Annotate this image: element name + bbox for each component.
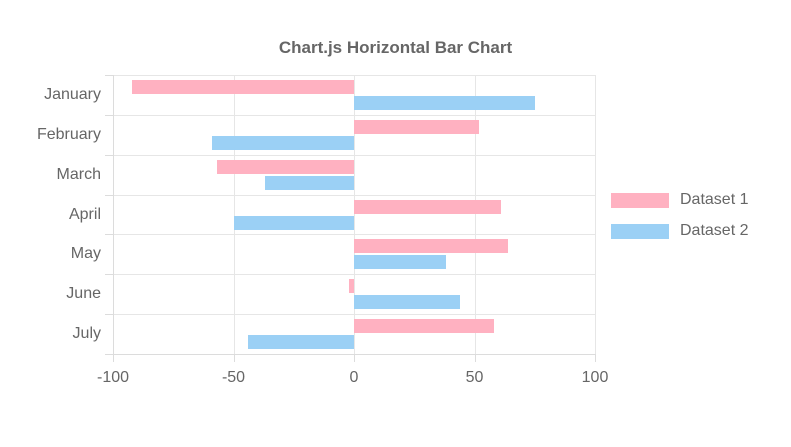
- legend-item-dataset-1[interactable]: Dataset 1: [611, 191, 748, 209]
- chart-title: Chart.js Horizontal Bar Chart: [278, 38, 513, 57]
- x-axis-tick: [234, 354, 235, 362]
- y-axis-tick: [105, 155, 113, 156]
- gridline-vertical: [354, 75, 355, 354]
- y-axis-tick: [105, 354, 113, 355]
- legend-label: Dataset 1: [680, 191, 749, 208]
- gridline-horizontal: [113, 274, 595, 275]
- x-axis-tick: [354, 354, 355, 362]
- y-axis-border: [113, 75, 114, 354]
- y-category-label: February: [36, 125, 101, 143]
- bar-dataset-2-april[interactable]: [233, 215, 354, 230]
- x-axis-tick: [475, 354, 476, 362]
- gridline-horizontal: [113, 155, 595, 156]
- bar-dataset-2-march[interactable]: [264, 175, 354, 190]
- legend-swatch: [611, 223, 669, 239]
- y-category-label: January: [44, 85, 101, 103]
- bar-dataset-2-july[interactable]: [247, 335, 354, 350]
- bar-dataset-1-may[interactable]: [354, 239, 509, 254]
- x-tick-label: -50: [221, 369, 246, 386]
- y-axis-tick: [105, 75, 113, 76]
- gridline-horizontal: [113, 314, 595, 315]
- bar-dataset-2-june[interactable]: [354, 295, 461, 310]
- bar-dataset-1-june[interactable]: [349, 279, 354, 294]
- gridline-vertical: [234, 75, 235, 354]
- bar-dataset-2-may[interactable]: [354, 255, 446, 270]
- y-category-label: April: [68, 205, 101, 223]
- gridline-horizontal: [113, 75, 595, 76]
- x-axis-tick: [595, 354, 596, 362]
- y-axis-tick: [105, 274, 113, 275]
- x-tick-label: 100: [581, 369, 609, 386]
- bar-dataset-1-july[interactable]: [354, 319, 494, 334]
- y-category-label: May: [70, 245, 101, 263]
- gridline-vertical: [595, 75, 596, 354]
- y-axis-tick: [105, 195, 113, 196]
- gridline-vertical: [475, 75, 476, 354]
- bar-dataset-2-february[interactable]: [211, 135, 354, 150]
- bar-dataset-1-january[interactable]: [132, 79, 354, 94]
- bar-dataset-1-february[interactable]: [354, 119, 480, 134]
- y-category-label: March: [56, 165, 101, 183]
- gridline-horizontal: [113, 195, 595, 196]
- y-axis-tick: [105, 234, 113, 235]
- y-category-label: July: [72, 325, 101, 343]
- legend: Dataset 1 Dataset 2: [611, 191, 748, 253]
- x-axis-tick: [113, 354, 114, 362]
- y-axis-tick: [105, 115, 113, 116]
- y-category-label: June: [66, 285, 101, 303]
- bar-dataset-1-march[interactable]: [216, 159, 354, 174]
- legend-label: Dataset 2: [680, 222, 749, 239]
- y-axis-tick: [105, 314, 113, 315]
- bar-dataset-1-april[interactable]: [354, 199, 501, 214]
- legend-swatch: [611, 192, 669, 208]
- bar-dataset-2-january[interactable]: [354, 95, 535, 110]
- gridline-horizontal: [113, 234, 595, 235]
- gridline-horizontal: [113, 115, 595, 116]
- legend-item-dataset-2[interactable]: Dataset 2: [611, 222, 748, 240]
- x-axis-border: [113, 354, 595, 355]
- x-tick-label: -100: [96, 369, 130, 386]
- x-tick-label: 50: [465, 369, 484, 386]
- x-tick-label: 0: [349, 369, 359, 386]
